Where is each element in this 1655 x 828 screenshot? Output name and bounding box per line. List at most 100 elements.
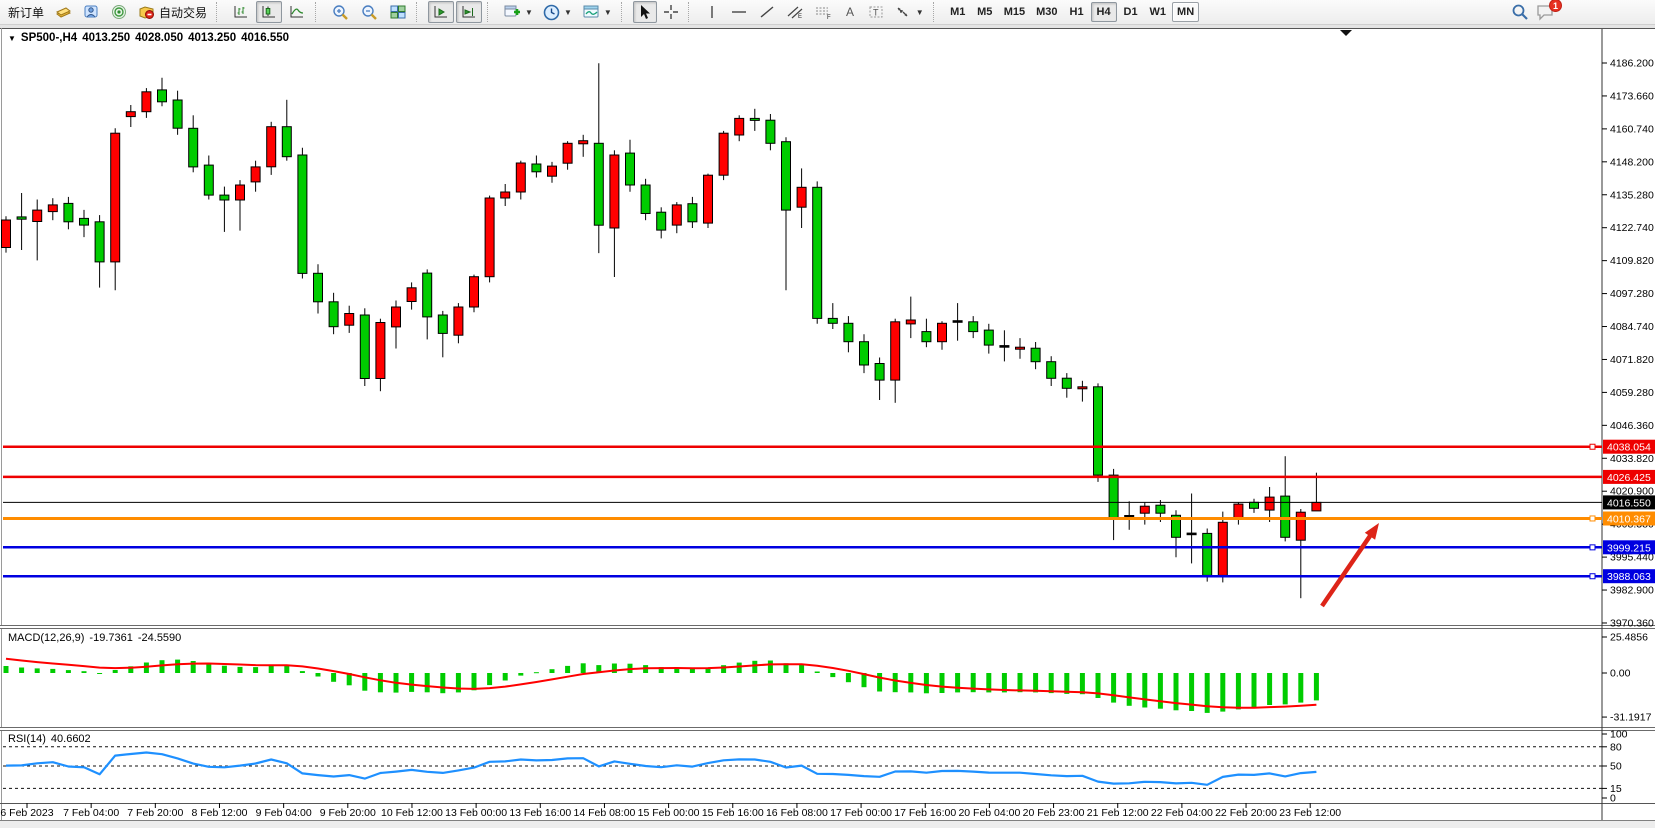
timeframe-button-W1[interactable]: W1 [1149,6,1167,18]
macd-bar [1111,673,1117,703]
timeframe-button-H1[interactable]: H1 [1069,6,1084,18]
candle-body [1108,474,1119,519]
time-axis-border [0,803,1655,804]
add-indicator-button[interactable]: ▼ [499,1,537,23]
text-tool-button[interactable]: A [838,1,862,23]
toolbar-separator [487,2,494,22]
candle-body [1139,505,1150,514]
line-handle[interactable] [1589,443,1596,450]
candle-body [859,341,869,366]
macd-bar [939,673,945,693]
zoom-in-button[interactable] [327,1,354,23]
macd-bar [565,665,571,673]
timeframe-button-H4[interactable]: H4 [1090,2,1117,22]
auto-scroll-button[interactable] [428,1,455,23]
candle-body [141,91,152,113]
macd-bar [175,659,181,673]
bar-chart-icon [234,6,248,18]
crosshair-tool-button[interactable] [659,1,683,23]
chart-shift-button[interactable] [456,1,483,23]
annotation-arrow-shaft[interactable] [1320,529,1376,608]
macd-bar [1095,673,1101,698]
tile-windows-button[interactable] [385,1,411,23]
candle-body [1046,361,1057,379]
trendline-tool-button[interactable] [754,1,780,23]
price-tick-label: 4160.740 [1610,123,1654,135]
candle-body [1233,503,1244,519]
macd-bar [1173,673,1179,711]
macd-bar [1204,673,1210,713]
macd-bar [237,666,243,673]
line-handle[interactable] [1589,515,1596,522]
annotation-arrow-head[interactable] [1364,523,1379,540]
fibonacci-tool-button[interactable]: F [810,1,836,23]
price-tick-label: 4046.360 [1610,420,1654,432]
candlestick-mode-button[interactable] [256,1,283,23]
candle-body [921,331,932,343]
line-handle[interactable] [1589,544,1596,551]
auto-scroll-icon [434,6,448,18]
price-line-badge-label: 3999.215 [1607,542,1651,554]
timeframe-button-D1[interactable]: D1 [1123,6,1138,18]
pane-separator-rsi[interactable] [0,727,1655,731]
channel-tool-button[interactable]: E [782,1,808,23]
macd-bar [830,673,836,678]
line-chart-mode-button[interactable] [284,1,310,23]
price-line-badge-label: 3988.063 [1607,571,1651,583]
line-handle[interactable] [1589,573,1596,580]
new-order-button[interactable]: 新订单 [4,1,48,23]
macd-bar [502,673,508,681]
pane-separator-macd[interactable] [0,625,1655,629]
market-watch-button[interactable] [50,1,76,23]
timeframe-button-M5[interactable]: M5 [977,6,993,18]
macd-axis-label: -31.1917 [1610,712,1652,724]
dropdown-caret: ▼ [563,7,572,17]
chart-shift-marker[interactable] [1340,30,1352,36]
close-value: 4016.550 [241,32,290,44]
timeframe-button-M30[interactable]: M30 [1036,6,1058,18]
macd-bar [799,664,805,673]
macd-bar [159,660,165,673]
macd-bar [752,660,758,673]
data-window-button[interactable] [78,1,104,23]
price-tick-label: 4186.200 [1610,58,1654,70]
vline-tool-button[interactable] [700,1,724,23]
macd-bar [658,667,664,673]
candle-body [1093,386,1103,476]
macd-bar [533,672,539,674]
arrows-tool-button[interactable]: ▼ [890,1,928,23]
candle-body [905,319,916,325]
toolbar-separator [620,2,628,22]
timeframe-button-MN[interactable]: MN [1172,2,1200,22]
zoom-out-button[interactable] [356,1,383,23]
time-tick-label: 21 Feb 12:00 [1087,807,1149,819]
candle-body [671,204,682,226]
navigator-button[interactable] [106,1,132,23]
macd-header: MACD(12,26,9) -19.7361 -24.5590 [8,632,181,644]
search-icon[interactable] [1511,3,1529,21]
timeframe-button-M15[interactable]: M15 [1003,6,1026,18]
auto-trading-button[interactable]: 自动交易 [134,1,211,23]
market-watch-icon [56,7,71,18]
notifications-button[interactable]: 1 [1535,0,1562,21]
chevron-down-icon[interactable]: ▼ [8,33,16,43]
new-order-label: 新订单 [8,5,45,20]
text-label-tool-button[interactable]: T [864,1,888,23]
text-label-icon: T [869,6,883,18]
timeframe-button-M1[interactable]: M1 [950,6,966,18]
high-value: 4028.050 [135,32,184,44]
template-button[interactable]: ▼ [578,1,616,23]
open-value: 4013.250 [82,32,131,44]
candle-body [625,152,635,186]
cursor-tool-button[interactable] [632,1,657,23]
candle-body [734,117,745,136]
zoom-in-icon [333,4,348,20]
vertical-line-icon [711,6,713,18]
bar-chart-mode-button[interactable] [228,1,254,23]
period-button[interactable]: ▼ [539,1,576,23]
macd-bar [1064,673,1070,694]
hline-tool-button[interactable] [726,1,752,23]
rsi-axis-label: 50 [1610,761,1622,773]
svg-text:T: T [873,8,879,18]
